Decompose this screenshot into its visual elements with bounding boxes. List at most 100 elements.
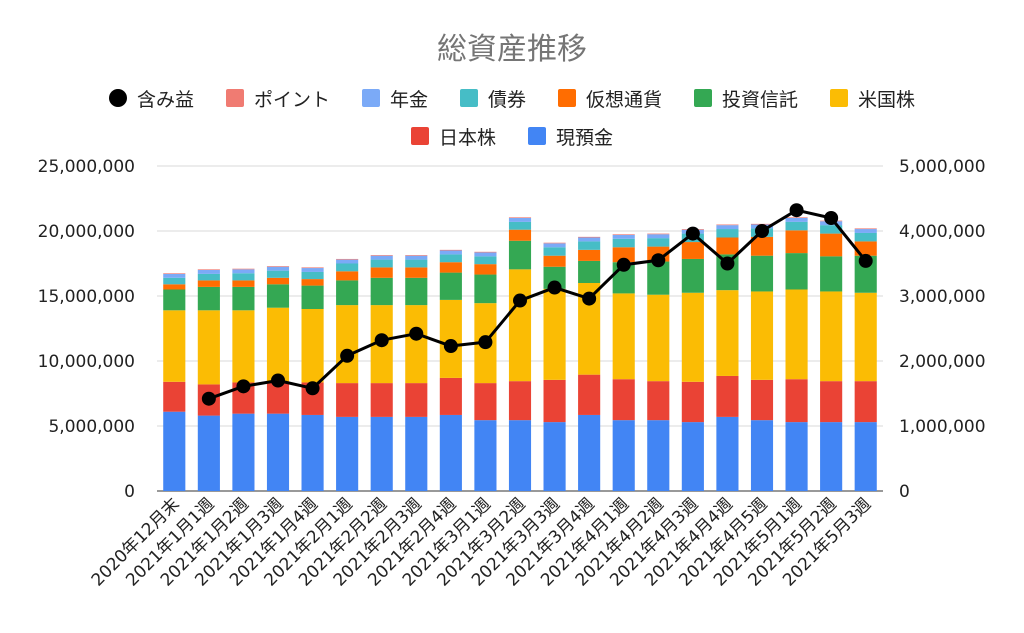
bar-segment bbox=[405, 383, 428, 417]
line-series-point bbox=[616, 257, 631, 272]
bar-segment bbox=[266, 382, 290, 414]
line-series-point bbox=[201, 391, 216, 406]
bar-segment bbox=[612, 234, 635, 235]
bar-segment bbox=[405, 305, 428, 384]
right-axis-tick-label: 3,000,000 bbox=[899, 287, 986, 307]
line-series-point bbox=[685, 226, 700, 241]
bar-segment bbox=[232, 286, 255, 311]
bar-segment bbox=[266, 266, 290, 267]
bar-segment bbox=[612, 234, 635, 239]
line-series-point bbox=[582, 291, 597, 306]
bar-segment bbox=[163, 273, 186, 278]
bar-segment bbox=[612, 238, 635, 248]
left-axis-tick-label: 15,000,000 bbox=[38, 287, 135, 307]
bar-segment bbox=[405, 267, 428, 278]
legend-item: 仮想通貨 bbox=[558, 85, 662, 112]
bar-segment bbox=[578, 374, 601, 415]
legend-label: 投資信託 bbox=[722, 88, 799, 111]
bar-segment bbox=[439, 250, 462, 255]
bar-segment bbox=[474, 264, 497, 275]
bar-segment bbox=[785, 253, 808, 290]
right-axis-tick-label: 4,000,000 bbox=[899, 222, 986, 242]
right-axis-tick-label: 2,000,000 bbox=[899, 352, 986, 372]
bar-segment bbox=[336, 305, 359, 384]
bar-segment bbox=[197, 280, 220, 287]
legend-row: 日本株 現預金 bbox=[0, 123, 1024, 150]
bar-segment bbox=[578, 249, 601, 261]
legend-label: 現預金 bbox=[556, 126, 614, 149]
line-series-point bbox=[513, 293, 527, 308]
bar-segment bbox=[163, 273, 186, 274]
bar-segment bbox=[543, 247, 566, 256]
bar-segment bbox=[543, 243, 566, 248]
line-series-point bbox=[236, 379, 251, 394]
bar-segment bbox=[647, 261, 670, 295]
bar-segment bbox=[197, 286, 220, 311]
bar-segment bbox=[716, 229, 739, 238]
bar-segment bbox=[405, 255, 428, 256]
legend-item: ポイント bbox=[225, 85, 330, 112]
legend-label: 日本株 bbox=[438, 126, 496, 149]
line-series-point bbox=[755, 224, 769, 238]
bar-segment bbox=[785, 289, 808, 380]
bar-segment bbox=[163, 310, 186, 382]
bar-segment bbox=[508, 420, 532, 491]
bar-segment bbox=[854, 229, 877, 233]
bar-segment bbox=[336, 258, 359, 260]
legend-label: 含み益 bbox=[136, 88, 194, 111]
bar-segment bbox=[820, 233, 843, 257]
line-series-point bbox=[409, 326, 424, 341]
bar-segment bbox=[716, 224, 739, 226]
legend-item: 現預金 bbox=[528, 123, 613, 150]
bar-segment bbox=[785, 422, 808, 491]
bar-segment bbox=[543, 255, 566, 267]
bar-segment bbox=[266, 307, 290, 383]
bar-segment bbox=[163, 411, 186, 491]
bar-segment bbox=[232, 268, 255, 270]
line-series-point bbox=[305, 381, 320, 396]
bar-segment bbox=[508, 217, 532, 218]
legend-swatch bbox=[410, 127, 429, 145]
bar-segment bbox=[266, 266, 290, 271]
legend-label: 米国株 bbox=[858, 88, 916, 111]
line-series-point bbox=[340, 348, 355, 363]
bar-segment bbox=[301, 271, 324, 280]
bar-segment bbox=[716, 416, 739, 491]
right-axis-tick-label: 1,000,000 bbox=[899, 417, 986, 437]
bar-segment bbox=[578, 260, 601, 283]
line-series-point bbox=[651, 253, 666, 268]
line-series-point bbox=[858, 253, 873, 268]
bar-segment bbox=[301, 309, 324, 383]
bar-segment bbox=[301, 267, 324, 269]
line-series-point bbox=[824, 211, 839, 225]
bar-segment bbox=[854, 292, 877, 382]
bar-segment bbox=[785, 221, 808, 231]
line-series-point bbox=[374, 333, 389, 348]
bar-segment bbox=[197, 269, 220, 270]
legend-item: 投資信託 bbox=[694, 85, 798, 112]
bar-segment bbox=[405, 259, 428, 268]
bar-segment bbox=[301, 285, 324, 309]
legend-label: 仮想通貨 bbox=[586, 88, 663, 111]
bar-segment bbox=[543, 379, 566, 423]
bar-segment bbox=[578, 237, 601, 242]
bar-segment bbox=[232, 280, 255, 287]
line-series-point bbox=[547, 280, 562, 295]
bar-segment bbox=[647, 238, 670, 247]
bar-segment bbox=[578, 241, 601, 250]
legend-item: 年金 bbox=[361, 85, 428, 112]
bar-segment bbox=[508, 240, 532, 270]
bar-segment bbox=[578, 414, 601, 491]
legend-item: 日本株 bbox=[410, 123, 496, 150]
legend-swatch bbox=[694, 89, 713, 107]
bar-segment bbox=[266, 270, 290, 278]
legend-swatch bbox=[459, 89, 478, 107]
line-series-point bbox=[271, 373, 285, 388]
bar-segment bbox=[854, 381, 877, 423]
bar-segment bbox=[405, 277, 428, 306]
bar-segment bbox=[647, 381, 670, 421]
bar-segment bbox=[439, 249, 462, 251]
bar-segment bbox=[785, 217, 808, 218]
bar-segment bbox=[163, 289, 186, 311]
